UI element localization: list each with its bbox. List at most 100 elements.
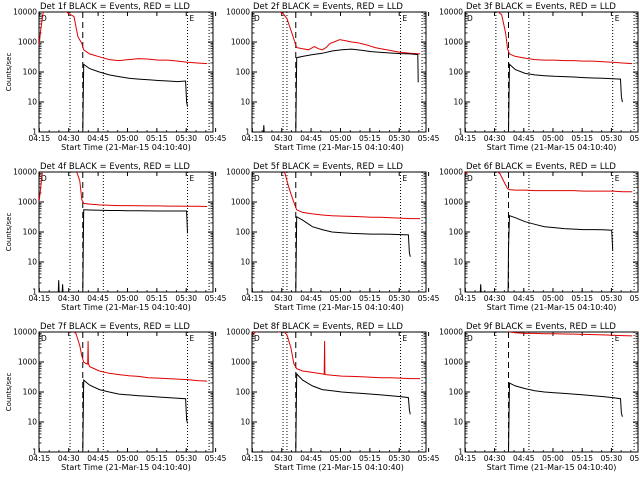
x-axis-label: Start Time (21-Mar-15 04:10:40) bbox=[61, 303, 191, 312]
panel-title: Det 6f BLACK = Events, RED = LLD bbox=[466, 162, 616, 172]
events-series-line bbox=[82, 379, 188, 452]
x-tick-label: 05:30 bbox=[601, 454, 623, 463]
y-tick-label: 1000 bbox=[444, 358, 463, 367]
x-tick-label: 05:30 bbox=[175, 294, 197, 303]
x-tick-label: 04:15 bbox=[455, 454, 477, 463]
series-group bbox=[72, 332, 208, 452]
y-tick-label: 10000 bbox=[439, 328, 463, 337]
corner-label-d: D bbox=[254, 174, 260, 183]
lld-series-line bbox=[278, 12, 421, 55]
y-axis-label: Counts/sec bbox=[5, 53, 13, 92]
y-axis-label: Counts/sec bbox=[5, 213, 13, 252]
corner-label-d: D bbox=[254, 334, 260, 343]
y-tick-label: 1 bbox=[32, 448, 37, 457]
x-tick-label: 04:30 bbox=[58, 454, 80, 463]
y-tick-label: 10000 bbox=[439, 8, 463, 17]
x-tick-label: 05:45 bbox=[630, 454, 640, 463]
x-tick-label: 04:30 bbox=[271, 134, 293, 143]
y-tick-label: 1000 bbox=[231, 198, 250, 207]
y-tick-label: 100 bbox=[236, 68, 251, 77]
x-tick-label: 05:45 bbox=[205, 454, 227, 463]
y-tick-label: 100 bbox=[23, 68, 38, 77]
events-series-line bbox=[295, 215, 411, 292]
events-series-line bbox=[479, 215, 614, 292]
panel-title: Det 2f BLACK = Events, RED = LLD bbox=[253, 2, 403, 12]
x-tick-label: 04:45 bbox=[513, 294, 535, 303]
events-series-line bbox=[508, 63, 623, 132]
x-tick-label: 05:45 bbox=[418, 134, 440, 143]
x-tick-label: 05:15 bbox=[359, 454, 381, 463]
events-series-line bbox=[57, 209, 188, 292]
y-tick-label: 10000 bbox=[226, 328, 250, 337]
y-tick-label: 1 bbox=[458, 288, 463, 297]
detector-panel: Det 8f BLACK = Events, RED = LLD 1 10 100 10… bbox=[226, 322, 439, 472]
x-tick-label: 05:00 bbox=[542, 294, 564, 303]
panel-title: Det 5f BLACK = Events, RED = LLD bbox=[253, 162, 403, 172]
series-group bbox=[465, 172, 633, 292]
x-tick-label: 05:15 bbox=[146, 294, 168, 303]
x-axis-label: Start Time (21-Mar-15 04:10:40) bbox=[61, 143, 191, 152]
detector-panel: Det 6f BLACK = Events, RED = LLD 1 10 100 10… bbox=[439, 162, 640, 312]
x-tick-label: 04:30 bbox=[271, 294, 293, 303]
x-tick-label: 04:45 bbox=[513, 134, 535, 143]
series-group bbox=[252, 332, 421, 452]
lld-series-line bbox=[72, 332, 208, 382]
y-tick-label: 10000 bbox=[13, 328, 37, 337]
y-tick-label: 1 bbox=[32, 128, 37, 137]
events-series-line bbox=[82, 63, 188, 132]
x-tick-label: 04:30 bbox=[484, 454, 506, 463]
x-tick-label: 05:30 bbox=[388, 134, 410, 143]
y-tick-label: 1000 bbox=[444, 198, 463, 207]
y-tick-label: 100 bbox=[236, 228, 251, 237]
x-tick-label: 04:15 bbox=[455, 134, 477, 143]
y-tick-label: 10000 bbox=[439, 168, 463, 177]
plot-frame bbox=[38, 331, 214, 453]
x-tick-label: 05:15 bbox=[359, 134, 381, 143]
detector-panel: Det 7f BLACK = Events, RED = LLD 1 10 100 10… bbox=[5, 322, 227, 472]
y-tick-label: 10000 bbox=[226, 8, 250, 17]
y-tick-label: 10000 bbox=[13, 168, 37, 177]
y-tick-label: 10 bbox=[27, 258, 37, 267]
x-tick-label: 05:15 bbox=[571, 134, 593, 143]
detector-panel: Det 2f BLACK = Events, RED = LLD 1 10 100 10… bbox=[226, 2, 439, 152]
detector-panel: Det 3f BLACK = Events, RED = LLD 1 10 100 10… bbox=[439, 2, 640, 152]
x-tick-label: 05:45 bbox=[205, 134, 227, 143]
lld-series-line bbox=[465, 172, 633, 193]
y-tick-label: 1 bbox=[245, 448, 250, 457]
y-axis-label: Counts/sec bbox=[5, 373, 13, 412]
y-tick-label: 10000 bbox=[226, 168, 250, 177]
x-tick-label: 05:45 bbox=[205, 294, 227, 303]
detector-panel: Det 1f BLACK = Events, RED = LLD 1 10 100 10… bbox=[5, 2, 227, 152]
panel-title: Det 8f BLACK = Events, RED = LLD bbox=[253, 322, 403, 332]
x-axis-label: Start Time (21-Mar-15 04:10:40) bbox=[487, 143, 617, 152]
x-axis-label: Start Time (21-Mar-15 04:10:40) bbox=[61, 463, 191, 472]
lld-series-line bbox=[497, 12, 633, 65]
panel-title: Det 7f BLACK = Events, RED = LLD bbox=[40, 322, 190, 332]
x-tick-label: 04:15 bbox=[29, 134, 51, 143]
y-tick-label: 1 bbox=[245, 128, 250, 137]
y-tick-label: 100 bbox=[449, 388, 464, 397]
x-tick-label: 05:15 bbox=[146, 454, 168, 463]
panel-title: Det 9f BLACK = Events, RED = LLD bbox=[466, 322, 616, 332]
x-tick-label: 05:30 bbox=[601, 294, 623, 303]
x-tick-label: 05:45 bbox=[418, 454, 440, 463]
x-tick-label: 04:45 bbox=[87, 294, 109, 303]
y-tick-label: 100 bbox=[23, 228, 38, 237]
x-axis-label: Start Time (21-Mar-15 04:10:40) bbox=[274, 463, 404, 472]
y-tick-label: 100 bbox=[449, 228, 464, 237]
x-tick-label: 05:00 bbox=[330, 134, 352, 143]
x-axis-label: Start Time (21-Mar-15 04:10:40) bbox=[487, 463, 617, 472]
corner-label-d: D bbox=[41, 174, 47, 183]
x-tick-label: 05:00 bbox=[330, 294, 352, 303]
corner-label-d: D bbox=[467, 334, 473, 343]
corner-label-d: D bbox=[254, 14, 260, 23]
x-axis-label: Start Time (21-Mar-15 04:10:40) bbox=[487, 303, 617, 312]
y-tick-label: 1000 bbox=[444, 38, 463, 47]
y-tick-label: 10 bbox=[240, 418, 250, 427]
detector-panel: Det 4f BLACK = Events, RED = LLD 1 10 100 10… bbox=[5, 162, 227, 312]
y-tick-label: 10 bbox=[27, 98, 37, 107]
x-tick-label: 05:00 bbox=[542, 454, 564, 463]
series-group bbox=[497, 12, 633, 132]
x-tick-label: 04:30 bbox=[58, 294, 80, 303]
